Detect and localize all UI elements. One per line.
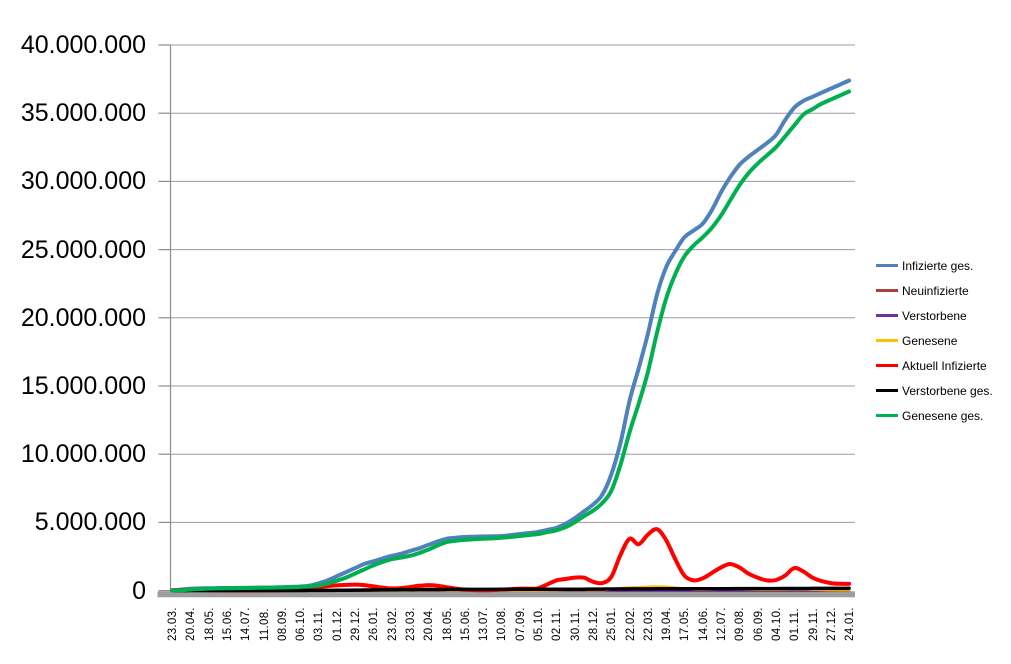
- legend-line-swatch: [876, 364, 898, 367]
- x-axis-label: 11.08.: [259, 608, 271, 641]
- x-axis-label: 20.04.: [423, 607, 435, 641]
- x-axis-label: 05.10.: [533, 607, 545, 641]
- y-axis-label: 10.000.000: [20, 440, 146, 468]
- x-axis-label: 03.11.: [313, 608, 325, 641]
- x-axis-bar: [157, 591, 855, 598]
- x-axis-label: 24.01.: [844, 607, 856, 641]
- x-axis-label: 22.03.: [643, 607, 655, 641]
- legend-line-swatch: [876, 389, 898, 392]
- legend-label: Neuinfizierte: [902, 283, 969, 298]
- y-axis-label: 0: [132, 577, 146, 605]
- y-axis-label: 20.000.000: [20, 304, 146, 332]
- legend: Infizierte ges. Neuinfizierte Verstorbene G…: [876, 253, 993, 428]
- y-axis-label: 40.000.000: [20, 31, 146, 59]
- legend-label: Aktuell Infizierte: [902, 358, 987, 373]
- x-axis-label: 06.09.: [753, 607, 765, 641]
- x-axis-label: 25.01.: [606, 607, 618, 641]
- series-line-genesene-ges: [170, 89, 852, 593]
- x-axis-label: 18.05.: [204, 607, 216, 641]
- x-axis-label: 09.08.: [734, 607, 746, 641]
- legend-item: Infizierte ges.: [876, 253, 993, 278]
- x-axis-label: 02.11.: [551, 608, 563, 641]
- x-axis-label: 29.12.: [350, 607, 362, 641]
- x-axis-label: 14.06.: [698, 607, 710, 641]
- x-axis-label: 18.05.: [442, 607, 454, 641]
- legend-label: Verstorbene ges.: [902, 383, 993, 398]
- x-axis-label: 01.11.: [789, 608, 801, 641]
- legend-item: Verstorbene: [876, 303, 993, 328]
- legend-line-swatch: [876, 339, 898, 342]
- x-axis-label: 15.06.: [460, 607, 472, 641]
- legend-item: Verstorbene ges.: [876, 378, 993, 403]
- x-axis-label: 17.05.: [679, 607, 691, 641]
- x-axis-label: 08.09.: [277, 607, 289, 641]
- x-axis-label: 07.09.: [515, 607, 527, 641]
- x-axis-label: 23.03.: [405, 607, 417, 641]
- legend-line-swatch: [876, 289, 898, 292]
- legend-label: Infizierte ges.: [902, 258, 974, 273]
- x-axis-label: 06.10.: [295, 607, 307, 641]
- series-line-infizierte-ges: [170, 78, 852, 593]
- x-axis-label: 01.12.: [332, 607, 344, 641]
- x-axis-label: 26.01.: [368, 607, 380, 641]
- legend-line-swatch: [876, 314, 898, 317]
- x-axis-label: 19.04.: [661, 607, 673, 641]
- x-axis-label: 13.07.: [478, 607, 490, 641]
- x-axis-label: 12.07.: [716, 607, 728, 641]
- x-axis-label: 20.04.: [185, 607, 197, 641]
- x-axis-label: 14.07.: [240, 607, 252, 641]
- x-axis-label: 23.03.: [167, 607, 179, 641]
- legend-label: Genesene: [902, 333, 958, 348]
- y-axis-label: 25.000.000: [20, 236, 146, 264]
- x-axis-label: 10.08.: [496, 607, 508, 641]
- x-axis-label: 15.06.: [222, 607, 234, 641]
- y-axis-label: 15.000.000: [20, 372, 146, 400]
- legend-line-swatch: [876, 414, 898, 417]
- y-axis-label: 5.000.000: [34, 508, 146, 536]
- y-axis-label: 30.000.000: [20, 167, 146, 195]
- x-axis-label: 29.11.: [808, 608, 820, 641]
- legend-item: Neuinfizierte: [876, 278, 993, 303]
- x-axis-label: 22.02.: [625, 607, 637, 641]
- x-axis-label: 23.02.: [387, 607, 399, 641]
- legend-label: Genesene ges.: [902, 408, 984, 423]
- y-axis-label: 35.000.000: [20, 99, 146, 127]
- legend-item: Genesene ges.: [876, 403, 993, 428]
- series-line-verstorbene-ges: [170, 586, 851, 593]
- x-axis-label: 28.12.: [588, 607, 600, 641]
- legend-item: Aktuell Infizierte: [876, 353, 993, 378]
- x-axis-label: 04.10.: [771, 607, 783, 641]
- x-axis-label: 30.11.: [570, 608, 582, 641]
- legend-line-swatch: [876, 264, 898, 267]
- legend-label: Verstorbene: [902, 308, 967, 323]
- x-axis-label: 27.12.: [826, 607, 838, 641]
- legend-item: Genesene: [876, 328, 993, 353]
